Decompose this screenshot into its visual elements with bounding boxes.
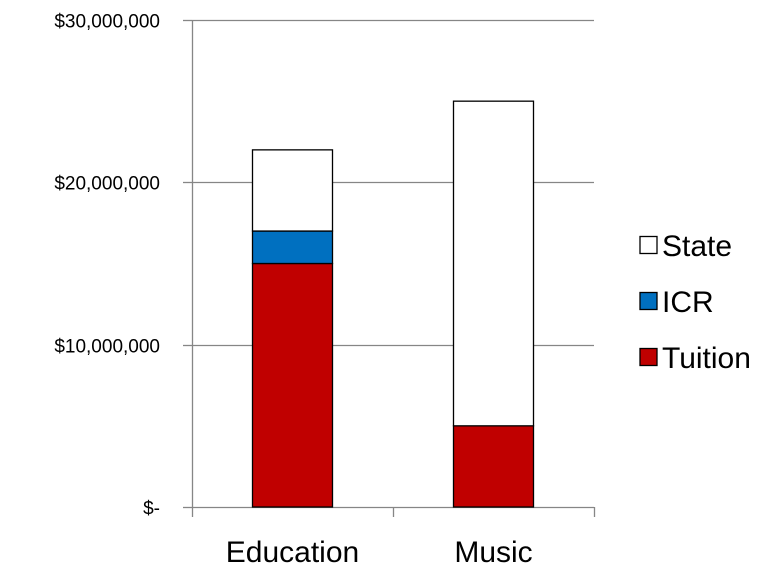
bar-segment-state-education	[251, 149, 334, 232]
y-tick-label: $20,000,000	[54, 174, 160, 195]
legend: State ICR Tuition	[639, 230, 751, 375]
y-tick-label: $30,000,000	[54, 12, 160, 33]
y-tick-labels: $- $10,000,000 $20,000,000 $30,000,000	[54, 12, 160, 520]
y-tick-label: $10,000,000	[54, 337, 160, 358]
x-category-label: Music	[454, 536, 532, 569]
bar-segment-icr-education	[251, 230, 334, 265]
legend-swatch-icr	[639, 291, 658, 311]
legend-label-state: State	[662, 230, 732, 263]
category-labels: Education Music	[226, 536, 533, 569]
legend-label-icr: ICR	[662, 286, 714, 319]
legend-swatch-tuition	[639, 347, 658, 367]
bar-segment-tuition-education	[251, 262, 334, 508]
bar-segment-state-music	[452, 100, 535, 427]
y-tick-label: $-	[143, 499, 160, 520]
legend-swatch-state	[639, 235, 658, 255]
legend-label-tuition: Tuition	[662, 342, 751, 375]
bars	[251, 100, 535, 508]
x-category-label: Education	[226, 536, 359, 569]
bar-segment-tuition-music	[452, 425, 535, 508]
